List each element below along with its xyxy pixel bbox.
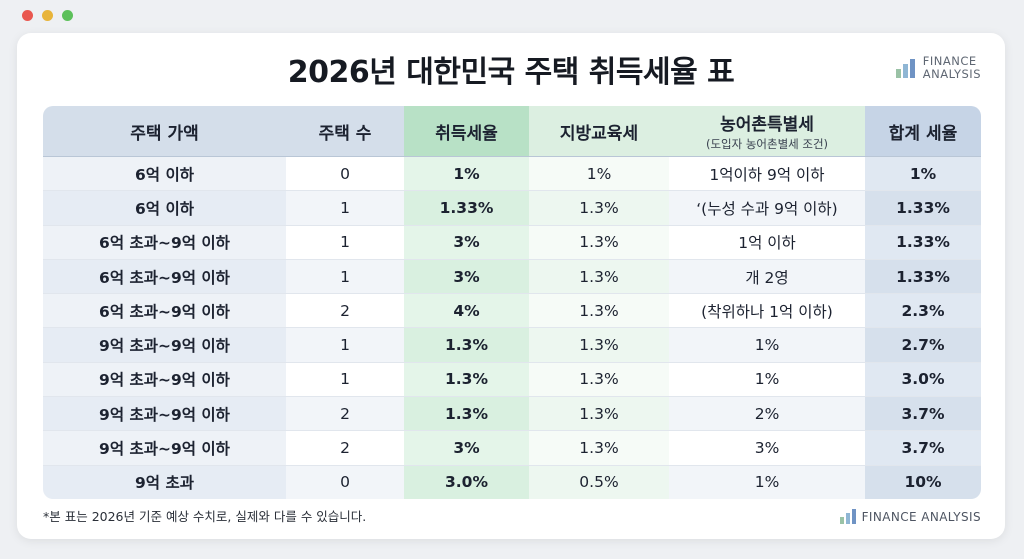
cell-total-rate: 1.33% <box>865 191 981 226</box>
minimize-window-button[interactable] <box>42 10 53 21</box>
cell-price: 9억 초과~9억 이하 <box>43 328 286 363</box>
table-row: 9억 초과~9억 이하 1 1.3% 1.3% 1% 3.0% <box>43 362 981 398</box>
cell-total-rate: 2.3% <box>865 294 981 329</box>
cell-acquisition-rate: 3.0% <box>404 465 529 499</box>
bar-chart-icon <box>895 58 915 78</box>
cell-local-education-tax: 1% <box>529 157 669 192</box>
header-rural-sublabel: (도입자 농어촌별세 조건) <box>705 137 829 151</box>
cell-acquisition-rate: 1.3% <box>404 328 529 363</box>
table-header-row: 주택 가액 주택 수 취득세율 지방교육세 농어촌특별세 (도입자 농어촌별세 … <box>43 106 981 157</box>
cell-rural-special-tax: 1억이하 9억 이하 <box>669 157 865 192</box>
cell-local-education-tax: 1.3% <box>529 259 669 295</box>
cell-local-education-tax: 1.3% <box>529 431 669 466</box>
cell-local-education-tax: 1.3% <box>529 362 669 398</box>
cell-total-rate: 3.7% <box>865 397 981 432</box>
cell-local-education-tax: 1.3% <box>529 225 669 260</box>
cell-price: 6억 이하 <box>43 157 286 192</box>
cell-count: 0 <box>286 465 404 499</box>
cell-rural-special-tax: (착위하나 1억 이하) <box>669 294 865 329</box>
table-row: 6억 초과~9억 이하 2 4% 1.3% (착위하나 1억 이하) 2.3% <box>43 294 981 329</box>
cell-price: 6억 이하 <box>43 191 286 226</box>
cell-acquisition-rate: 1.33% <box>404 191 529 226</box>
cell-acquisition-rate: 1.3% <box>404 397 529 432</box>
cell-rural-special-tax: 1% <box>669 465 865 499</box>
header-total-rate: 합계 세율 <box>865 106 981 157</box>
table-row: 9억 초과~9억 이하 2 1.3% 1.3% 2% 3.7% <box>43 397 981 432</box>
table-row: 9억 초과 0 3.0% 0.5% 1% 10% <box>43 465 981 499</box>
page-title: 2026년 대한민국 주택 취득세율 표 <box>287 55 735 90</box>
cell-rural-special-tax: 1% <box>669 328 865 363</box>
cell-rural-special-tax: ‘(누성 수과 9억 이하) <box>669 191 865 226</box>
header-local-education-tax: 지방교육세 <box>529 106 669 157</box>
table-row: 9억 초과~9억 이하 1 1.3% 1.3% 1% 2.7% <box>43 328 981 363</box>
header-rural-special-tax: 농어촌특별세 (도입자 농어촌별세 조건) <box>669 106 865 157</box>
table-row: 6억 초과~9억 이하 1 3% 1.3% 개 2영 1.33% <box>43 259 981 295</box>
header-price: 주택 가액 <box>43 106 286 157</box>
table-row: 9억 초과~9억 이하 2 3% 1.3% 3% 3.7% <box>43 431 981 466</box>
tax-rate-table: 주택 가액 주택 수 취득세율 지방교육세 농어촌특별세 (도입자 농어촌별세 … <box>43 106 981 499</box>
cell-total-rate: 1% <box>865 157 981 192</box>
cell-price: 6억 초과~9억 이하 <box>43 259 286 295</box>
cell-total-rate: 3.0% <box>865 362 981 398</box>
brand-footer-text: FINANCE ANALYSIS <box>861 509 981 524</box>
cell-local-education-tax: 1.3% <box>529 328 669 363</box>
cell-local-education-tax: 1.3% <box>529 397 669 432</box>
header-rural-label: 농어촌특별세 <box>720 115 814 135</box>
brand-line-2: ANALYSIS <box>922 67 981 81</box>
brand-line-1: FINANCE <box>922 54 977 68</box>
content-card: 2026년 대한민국 주택 취득세율 표 FINANCE ANALYSIS 주택… <box>17 33 1005 539</box>
cell-price: 9억 초과~9억 이하 <box>43 431 286 466</box>
cell-count: 1 <box>286 328 404 363</box>
brand-footer: FINANCE ANALYSIS <box>839 509 981 524</box>
cell-acquisition-rate: 4% <box>404 294 529 329</box>
cell-count: 1 <box>286 191 404 226</box>
cell-price: 6억 초과~9억 이하 <box>43 225 286 260</box>
cell-acquisition-rate: 3% <box>404 431 529 466</box>
cell-rural-special-tax: 2% <box>669 397 865 432</box>
cell-count: 1 <box>286 259 404 295</box>
cell-rural-special-tax: 개 2영 <box>669 259 865 295</box>
cell-price: 9억 초과~9억 이하 <box>43 362 286 398</box>
cell-count: 2 <box>286 397 404 432</box>
table-row: 6억 초과~9억 이하 1 3% 1.3% 1억 이하 1.33% <box>43 225 981 260</box>
cell-rural-special-tax: 3% <box>669 431 865 466</box>
cell-total-rate: 1.33% <box>865 259 981 295</box>
cell-local-education-tax: 1.3% <box>529 191 669 226</box>
cell-price: 9억 초과 <box>43 465 286 499</box>
header-acquisition-rate: 취득세율 <box>404 106 529 157</box>
brand-text: FINANCE ANALYSIS <box>923 55 981 81</box>
cell-total-rate: 3.7% <box>865 431 981 466</box>
footnote: *본 표는 2026년 기준 예상 수치로, 실제와 다를 수 있습니다. <box>43 509 367 524</box>
table-row: 6억 이하 0 1% 1% 1억이하 9억 이하 1% <box>43 157 981 192</box>
cell-total-rate: 10% <box>865 465 981 499</box>
maximize-window-button[interactable] <box>62 10 73 21</box>
cell-count: 1 <box>286 225 404 260</box>
window-controls <box>22 10 73 21</box>
cell-rural-special-tax: 1% <box>669 362 865 398</box>
cell-price: 6억 초과~9억 이하 <box>43 294 286 329</box>
cell-count: 2 <box>286 431 404 466</box>
close-window-button[interactable] <box>22 10 33 21</box>
cell-rural-special-tax: 1억 이하 <box>669 225 865 260</box>
bar-chart-icon <box>839 509 856 524</box>
cell-local-education-tax: 1.3% <box>529 294 669 329</box>
cell-count: 0 <box>286 157 404 192</box>
cell-acquisition-rate: 1.3% <box>404 362 529 398</box>
cell-count: 1 <box>286 362 404 398</box>
cell-count: 2 <box>286 294 404 329</box>
cell-local-education-tax: 0.5% <box>529 465 669 499</box>
cell-total-rate: 1.33% <box>865 225 981 260</box>
cell-total-rate: 2.7% <box>865 328 981 363</box>
table-row: 6억 이하 1 1.33% 1.3% ‘(누성 수과 9억 이하) 1.33% <box>43 191 981 226</box>
cell-price: 9억 초과~9억 이하 <box>43 397 286 432</box>
cell-acquisition-rate: 1% <box>404 157 529 192</box>
brand-logo: FINANCE ANALYSIS <box>895 55 981 81</box>
cell-acquisition-rate: 3% <box>404 259 529 295</box>
header-count: 주택 수 <box>286 106 404 157</box>
cell-acquisition-rate: 3% <box>404 225 529 260</box>
